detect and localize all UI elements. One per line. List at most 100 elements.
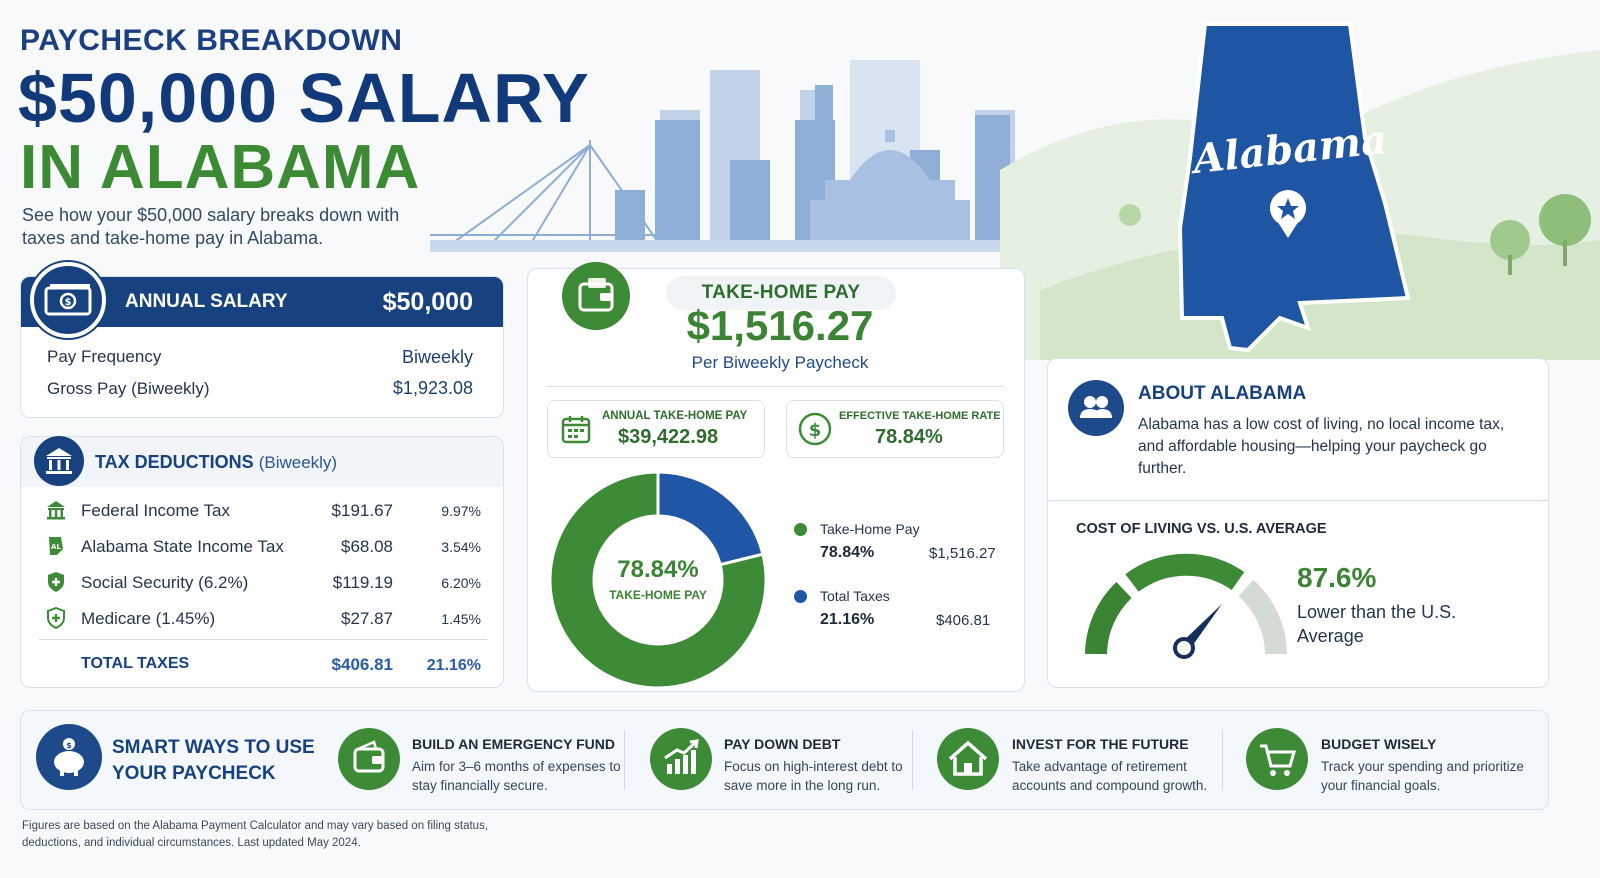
- tax-row-state: AL Alabama State Income Tax $68.08 3.54%: [21, 531, 503, 567]
- wallet-icon: [338, 728, 400, 790]
- tip-text: Track your spending and prioritize your …: [1321, 759, 1524, 793]
- tip-title: BUILD AN EMERGENCY FUND: [412, 736, 616, 752]
- cost-of-living-caption: Lower than the U.S. Average: [1297, 602, 1457, 646]
- donut-slice-taxes: [656, 470, 765, 567]
- about-title: ABOUT ALABAMA: [1138, 383, 1307, 404]
- tax-row-social-security: Social Security (6.2%) $119.19 6.20%: [21, 567, 503, 603]
- tax-row-federal: Federal Income Tax $191.67 9.97%: [21, 495, 503, 531]
- donut-center-percent: 78.84%: [617, 556, 699, 583]
- annual-take-home-box: ANNUAL TAKE-HOME PAY $39,422.98: [547, 400, 765, 458]
- piggy-bank-icon: $: [36, 724, 102, 790]
- tip-text: Take advantage of retirement accounts an…: [1012, 759, 1208, 793]
- tax-percent: 6.20%: [441, 575, 481, 591]
- bank-icon: [47, 501, 65, 520]
- legend-dot-take-home: [794, 523, 807, 536]
- medical-shield-icon: [47, 607, 65, 629]
- house-icon: [937, 728, 999, 790]
- about-divider: [1048, 500, 1548, 501]
- legend-pct-take-home: 78.84%: [820, 544, 875, 561]
- gross-pay-label: Gross Pay (Biweekly): [47, 379, 210, 398]
- cost-of-living-title: COST OF LIVING VS. U.S. AVERAGE: [1076, 521, 1327, 537]
- tip-text: Aim for 3–6 months of expenses to stay f…: [412, 759, 621, 793]
- cost-of-living-gauge: [1085, 553, 1287, 659]
- take-home-pill: [666, 276, 896, 310]
- legend-dot-taxes: [794, 590, 807, 603]
- donut-center-label: TAKE-HOME PAY: [609, 588, 707, 602]
- total-taxes-amount: $406.81: [331, 655, 393, 674]
- svg-text:$: $: [809, 420, 822, 441]
- footnote: Figures are based on the Alabama Payment…: [22, 820, 489, 849]
- legend-name-taxes: Total Taxes: [820, 588, 890, 604]
- donut-slice-take-home: [548, 470, 768, 690]
- take-home-label: TAKE-HOME PAY: [701, 282, 861, 303]
- shield-icon: [48, 572, 64, 592]
- tax-divider: [39, 639, 487, 640]
- take-home-subtitle: Per Biweekly Paycheck: [691, 353, 869, 372]
- svg-text:AL: AL: [51, 543, 61, 551]
- annual-take-home-label: ANNUAL TAKE-HOME PAY: [602, 410, 748, 422]
- effective-rate-box: $ EFFECTIVE TAKE-HOME RATE 78.84%: [786, 400, 1004, 458]
- chart-up-icon: [650, 728, 712, 790]
- al-badge-icon: AL: [49, 537, 63, 555]
- tax-amount: $191.67: [331, 501, 393, 520]
- dollar-circle-icon: $: [798, 412, 832, 446]
- effective-rate-value: 78.84%: [875, 426, 943, 448]
- about-alabama-card: [1047, 358, 1549, 688]
- city-skyline-illustration: [430, 60, 1120, 252]
- tax-name: Social Security (6.2%): [81, 573, 249, 592]
- pay-frequency-value: Biweekly: [401, 347, 473, 367]
- svg-text:$: $: [66, 741, 72, 750]
- tip-title: PAY DOWN DEBT: [724, 736, 841, 752]
- smart-ways-title: SMART WAYS TO USE YOUR PAYCHECK: [112, 737, 315, 784]
- gross-pay-value: $1,923.08: [392, 378, 473, 398]
- cart-icon: [1246, 728, 1308, 790]
- wallet-icon: [562, 262, 630, 330]
- page-title-salary: $50,000 SALARY: [18, 59, 590, 137]
- tax-name: Alabama State Income Tax: [81, 537, 284, 556]
- tip-title: BUDGET WISELY: [1321, 736, 1437, 752]
- tax-bank-icon: [34, 436, 84, 486]
- kicker-title: PAYCHECK BREAKDOWN: [20, 24, 403, 57]
- tax-amount: $27.87: [341, 609, 393, 628]
- calendar-icon: [561, 416, 591, 444]
- tip-title: INVEST FOR THE FUTURE: [1012, 736, 1189, 752]
- alabama-state-map: [1177, 22, 1411, 353]
- people-icon: [1068, 380, 1124, 436]
- take-home-donut-chart: [548, 470, 768, 690]
- tax-percent: 1.45%: [441, 611, 481, 627]
- annual-take-home-value: $39,422.98: [618, 426, 719, 448]
- take-home-value: $1,516.27: [686, 302, 874, 349]
- tax-amount: $119.19: [332, 573, 393, 592]
- effective-rate-label: EFFECTIVE TAKE-HOME RATE: [839, 410, 1001, 422]
- tax-deductions-card: TAX DEDUCTIONS (Biweekly) Federal Income…: [20, 436, 504, 688]
- tip-separator: [624, 730, 625, 790]
- tax-deductions-header: TAX DEDUCTIONS (Biweekly): [21, 437, 503, 487]
- take-home-divider: [546, 386, 1004, 387]
- money-icon: $: [30, 262, 106, 338]
- tax-percent: 3.54%: [441, 539, 481, 555]
- tax-row-medicare: Medicare (1.45%) $27.87 1.45%: [21, 603, 503, 639]
- tax-percent: 9.97%: [441, 503, 481, 519]
- tax-amount: $68.08: [341, 537, 393, 556]
- tax-deductions-title: TAX DEDUCTIONS (Biweekly): [95, 452, 338, 472]
- tip-text: Focus on high-interest debt to save more…: [724, 759, 903, 793]
- total-taxes-percent: 21.16%: [426, 657, 481, 674]
- tip-separator: [912, 730, 913, 790]
- tip-separator: [1222, 730, 1223, 790]
- tax-name: Medicare (1.45%): [81, 609, 216, 628]
- cost-of-living-percent: 87.6%: [1297, 562, 1377, 593]
- pay-frequency-label: Pay Frequency: [47, 347, 162, 366]
- legend-amount-taxes: $406.81: [936, 612, 991, 629]
- tax-row-total: TOTAL TAXES $406.81 21.16%: [21, 649, 503, 685]
- legend-name-take-home: Take-Home Pay: [820, 521, 920, 537]
- tax-deductions-period: (Biweekly): [258, 453, 338, 472]
- about-text: Alabama has a low cost of living, no loc…: [1138, 416, 1505, 477]
- svg-text:$: $: [65, 297, 72, 308]
- page-title-state: IN ALABAMA: [20, 133, 421, 202]
- tax-name: Federal Income Tax: [81, 501, 230, 520]
- page-subtitle: See how your $50,000 salary breaks down …: [22, 205, 400, 248]
- total-taxes-label: TOTAL TAXES: [81, 655, 190, 672]
- legend-pct-taxes: 21.16%: [820, 611, 875, 628]
- annual-salary-value: $50,000: [382, 288, 473, 316]
- annual-salary-label: ANNUAL SALARY: [125, 291, 288, 312]
